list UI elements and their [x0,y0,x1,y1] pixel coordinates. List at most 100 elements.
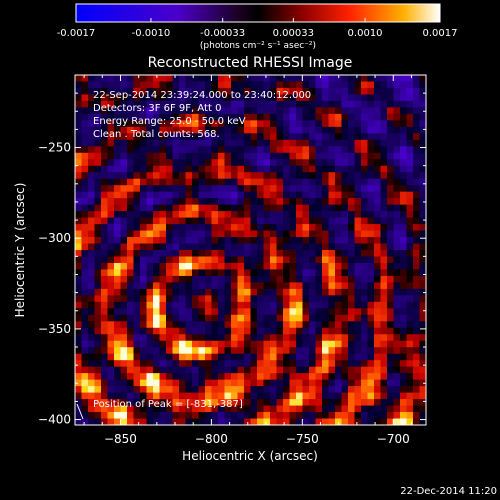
heatmap-cell [198,94,206,102]
heatmap-cell [140,360,148,368]
heatmap-cell [166,282,174,290]
heatmap-cell [166,288,174,296]
heatmap-cell [107,198,115,206]
heatmap-cell [296,211,304,219]
heatmap-cell [224,386,232,394]
heatmap-cell [393,256,401,264]
heatmap-cell [107,133,115,141]
heatmap-cell [192,146,200,154]
heatmap-cell [192,412,200,420]
heatmap-cell [107,185,115,193]
heatmap-cell [309,282,317,290]
heatmap-cell [179,185,187,193]
heatmap-cell [419,262,426,271]
heatmap-cell [218,217,226,225]
heatmap-cell [328,133,336,141]
heatmap-cell [244,379,252,387]
heatmap-cell [315,308,323,316]
heatmap-cell [250,269,258,277]
heatmap-cell [380,250,388,258]
heatmap-cell [88,243,96,251]
heatmap-cell [302,126,310,134]
heatmap-cell [211,269,219,277]
heatmap-cell [120,185,128,193]
heatmap-cell [140,295,148,303]
heatmap-cell [81,347,89,355]
heatmap-cell [218,405,226,413]
heatmap-cell [172,107,180,115]
heatmap-cell [185,399,193,407]
heatmap-cell [127,94,135,102]
heatmap-cell [140,353,148,361]
heatmap-cell [354,237,362,245]
heatmap-cell [159,120,167,128]
heatmap-cell [270,327,278,335]
heatmap-cell [120,256,128,264]
heatmap-cell [406,262,414,271]
heatmap-cell [406,146,414,154]
heatmap-cell [75,250,83,258]
heatmap-cell [328,256,336,264]
heatmap-cell [335,81,343,89]
heatmap-cell [367,373,375,381]
heatmap-cell [348,120,356,128]
heatmap-cell [153,211,161,219]
heatmap-cell [328,327,336,335]
heatmap-cell [127,237,135,245]
heatmap-cell [179,399,187,407]
heatmap-cell [419,386,426,394]
heatmap-cell [140,198,148,206]
heatmap-cell [237,373,245,381]
heatmap-cell [133,282,141,290]
heatmap-cell [107,412,115,420]
heatmap-cell [185,314,193,322]
heatmap-cell [276,165,284,173]
heatmap-cell [354,340,362,348]
heatmap-cell [231,250,239,258]
heatmap-cell [101,412,109,420]
heatmap-cell [153,230,161,238]
heatmap-cell [296,133,304,141]
heatmap-cell [198,139,206,147]
heatmap-cell [387,392,395,400]
heatmap-cell [244,321,252,329]
heatmap-cell [348,412,356,420]
heatmap-cell [218,386,226,394]
heatmap-cell [179,360,187,368]
heatmap-cell [166,94,174,102]
heatmap-cell [400,204,408,212]
heatmap-cell [101,288,109,296]
heatmap-cell [231,81,239,89]
heatmap-cell [302,146,310,154]
heatmap-cell [185,366,193,374]
heatmap-cell [211,237,219,245]
heatmap-cell [88,81,96,89]
heatmap-cell [114,288,122,296]
heatmap-cell [250,107,258,115]
heatmap-cell [328,230,336,238]
heatmap-cell [315,334,323,342]
heatmap-cell [114,269,122,277]
heatmap-cell [276,87,284,96]
heatmap-cell [231,139,239,147]
heatmap-cell [380,405,388,413]
heatmap-cell [393,172,401,180]
heatmap-cell [107,373,115,381]
heatmap-cell [172,237,180,245]
heatmap-cell [413,191,421,199]
heatmap-cell [257,308,265,316]
heatmap-cell [250,204,258,212]
heatmap-cell [341,412,349,420]
heatmap-cell [172,392,180,400]
heatmap-cell [94,334,102,342]
heatmap-cell [146,107,154,115]
heatmap-cell [133,198,141,206]
heatmap-cell [107,139,115,147]
heatmap-cell [380,314,388,322]
heatmap-cell [179,327,187,335]
heatmap-cell [185,159,193,167]
heatmap-cell [367,269,375,277]
heatmap-cell [205,159,213,167]
heatmap-cell [257,94,265,102]
heatmap-cell [367,126,375,134]
